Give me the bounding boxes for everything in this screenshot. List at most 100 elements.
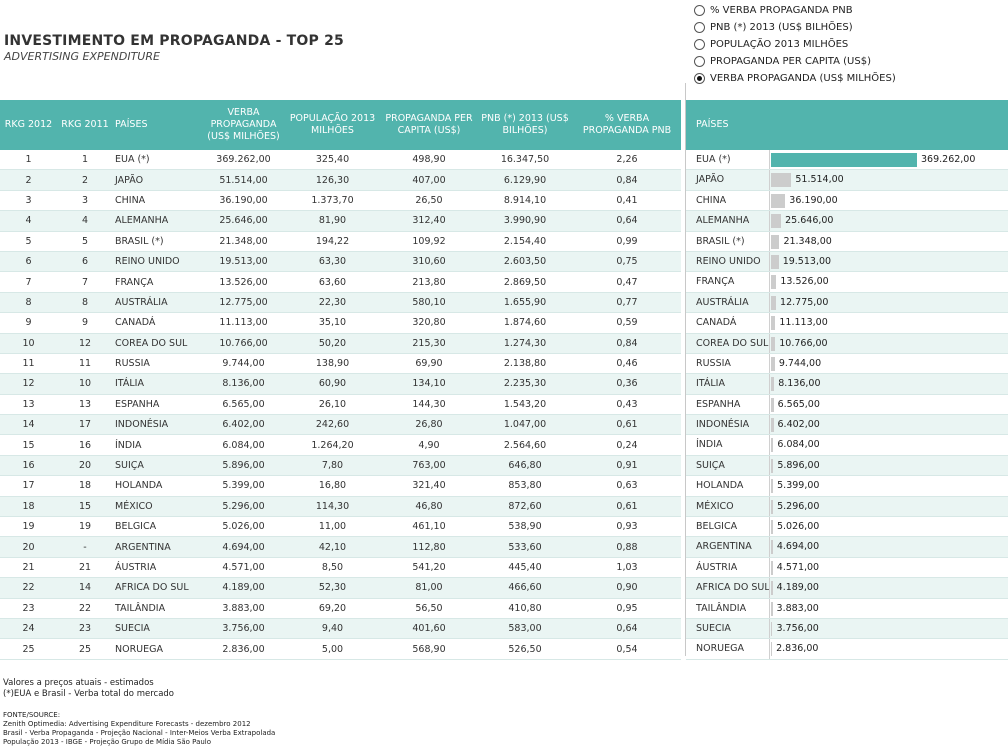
col-pct[interactable]: % VERBA PROPAGANDA PNB — [573, 100, 681, 150]
col-populacao[interactable]: POPULAÇÃO 2013 MILHÕES — [284, 100, 381, 150]
percapita-value: 81,00 — [381, 577, 477, 599]
radio-button[interactable] — [694, 73, 705, 84]
pct-value: 0,64 — [573, 210, 681, 232]
bar-row: ALEMANHA 25.646,00 — [686, 211, 1008, 232]
bar[interactable] — [771, 520, 773, 535]
metric-option[interactable]: PROPAGANDA PER CAPITA (US$) — [694, 53, 896, 70]
bar[interactable] — [771, 336, 776, 351]
col-pnb[interactable]: PNB (*) 2013 (US$ BILHÕES) — [477, 100, 573, 150]
percapita-value: 69,90 — [381, 353, 477, 375]
bar-value-label: 51.514,00 — [795, 174, 844, 186]
bar-value-label: 3.756,00 — [776, 622, 819, 634]
populacao-value: 63,60 — [284, 271, 381, 293]
bar-category-label: ARGENTINA — [696, 541, 752, 553]
populacao-value: 52,30 — [284, 577, 381, 599]
rank-2011: 23 — [57, 618, 113, 640]
bar-row: BRASIL (*) 21.348,00 — [686, 231, 1008, 252]
bar[interactable] — [771, 418, 774, 433]
populacao-value: 69,20 — [284, 598, 381, 619]
bar[interactable] — [771, 173, 792, 188]
country-name: HOLANDA — [113, 475, 203, 497]
bar[interactable] — [771, 193, 786, 208]
bar[interactable] — [771, 621, 773, 636]
bar-value-label: 25.646,00 — [785, 215, 834, 227]
metric-option[interactable]: % VERBA PROPAGANDA PNB — [694, 2, 896, 19]
bar-value-label: 13.526,00 — [780, 276, 829, 288]
bar[interactable] — [771, 479, 774, 494]
rank-2012: 7 — [0, 271, 57, 293]
bar[interactable] — [771, 560, 773, 575]
bar-category-label: FRANÇA — [696, 276, 735, 288]
radio-button[interactable] — [694, 22, 705, 33]
bar[interactable] — [771, 540, 773, 555]
populacao-value: 5,00 — [284, 638, 381, 660]
percapita-value: 568,90 — [381, 638, 477, 660]
country-name: AFRICA DO SUL — [113, 577, 203, 599]
bar[interactable] — [771, 275, 777, 290]
pnb-value: 853,80 — [477, 475, 573, 497]
rank-2011: 10 — [57, 373, 113, 395]
verba-value: 3.756,00 — [203, 618, 284, 640]
bar-value-label: 4.694,00 — [776, 541, 820, 553]
col-verba[interactable]: VERBA PROPAGANDA (US$ MILHÕES) — [203, 100, 284, 150]
metric-option[interactable]: PNB (*) 2013 (US$ BILHÕES) — [694, 19, 896, 36]
bar-category-label: ÁUSTRIA — [696, 561, 738, 573]
bar-row: RUSSIA 9.744,00 — [686, 353, 1008, 375]
metric-option-label: POPULAÇÃO 2013 MILHÕES — [710, 39, 849, 50]
bar-row: ÁUSTRIA 4.571,00 — [686, 557, 1008, 579]
bar[interactable] — [771, 377, 775, 392]
populacao-value: 9,40 — [284, 618, 381, 640]
bar[interactable] — [771, 642, 773, 657]
pct-value: 0,36 — [573, 373, 681, 395]
bar[interactable] — [771, 397, 774, 412]
metric-option[interactable]: POPULAÇÃO 2013 MILHÕES — [694, 36, 896, 53]
verba-value: 5.296,00 — [203, 496, 284, 518]
country-name: MÉXICO — [113, 496, 203, 518]
pct-value: 0,88 — [573, 536, 681, 558]
radio-button[interactable] — [694, 56, 705, 67]
country-name: BELGICA — [113, 516, 203, 538]
rank-2011: 16 — [57, 434, 113, 456]
bar[interactable] — [771, 581, 773, 596]
bar[interactable] — [771, 356, 775, 371]
bar[interactable] — [771, 295, 777, 310]
source-line: Zenith Optimedia: Advertising Expenditur… — [3, 720, 251, 728]
populacao-value: 35,10 — [284, 312, 381, 334]
bar[interactable] — [771, 234, 780, 249]
percapita-value: 310,60 — [381, 251, 477, 273]
bar-row: HOLANDA 5.399,00 — [686, 476, 1008, 497]
table-row: 4 4 ALEMANHA 25.646,00 81,90 312,40 3.990,90 0,… — [0, 210, 681, 232]
verba-value: 2.836,00 — [203, 638, 284, 660]
bar-category-label: TAILÂNDIA — [696, 602, 747, 614]
bar[interactable] — [771, 438, 774, 453]
bar[interactable] — [771, 458, 774, 473]
col-paises[interactable]: PAÍSES — [113, 100, 203, 150]
col-rkg2011[interactable]: RKG 2011 — [57, 100, 113, 150]
country-name: CANADÁ — [113, 312, 203, 334]
radio-button[interactable] — [694, 39, 705, 50]
pnb-value: 646,80 — [477, 455, 573, 477]
col-rkg2012[interactable]: RKG 2012 — [0, 100, 57, 150]
bar-category-label: BRASIL (*) — [696, 235, 745, 247]
metric-option[interactable]: VERBA PROPAGANDA (US$ MILHÕES) — [694, 70, 896, 87]
col-percapita[interactable]: PROPAGANDA PER CAPITA (US$) — [381, 100, 477, 150]
bar[interactable] — [771, 316, 776, 331]
page-title: INVESTIMENTO EM PROPAGANDA - TOP 25 — [4, 33, 344, 49]
radio-button[interactable] — [694, 5, 705, 16]
pnb-value: 466,60 — [477, 577, 573, 599]
bar[interactable] — [771, 601, 773, 616]
bar[interactable] — [771, 254, 779, 269]
rank-2011: 15 — [57, 496, 113, 518]
bar-value-label: 12.775,00 — [780, 296, 829, 308]
rank-2012: 19 — [0, 516, 57, 538]
bar[interactable] — [771, 499, 774, 514]
table-row: 17 18 HOLANDA 5.399,00 16,80 321,40 853,80 0,63 — [0, 475, 681, 497]
bar[interactable] — [771, 214, 782, 229]
bar-chart: EUA (*) 369.262,00 JAPÃO 51.514,00 CHINA 36.1… — [686, 150, 1008, 660]
table-row: 14 17 INDONÉSIA 6.402,00 242,60 26,80 1.047,00… — [0, 414, 681, 436]
pnb-value: 872,60 — [477, 496, 573, 518]
source-line: Brasil - Verba Propaganda - Projeção Nac… — [3, 729, 276, 737]
rank-2011: 3 — [57, 190, 113, 212]
bar[interactable] — [771, 153, 917, 167]
percapita-value: 498,90 — [381, 150, 477, 171]
